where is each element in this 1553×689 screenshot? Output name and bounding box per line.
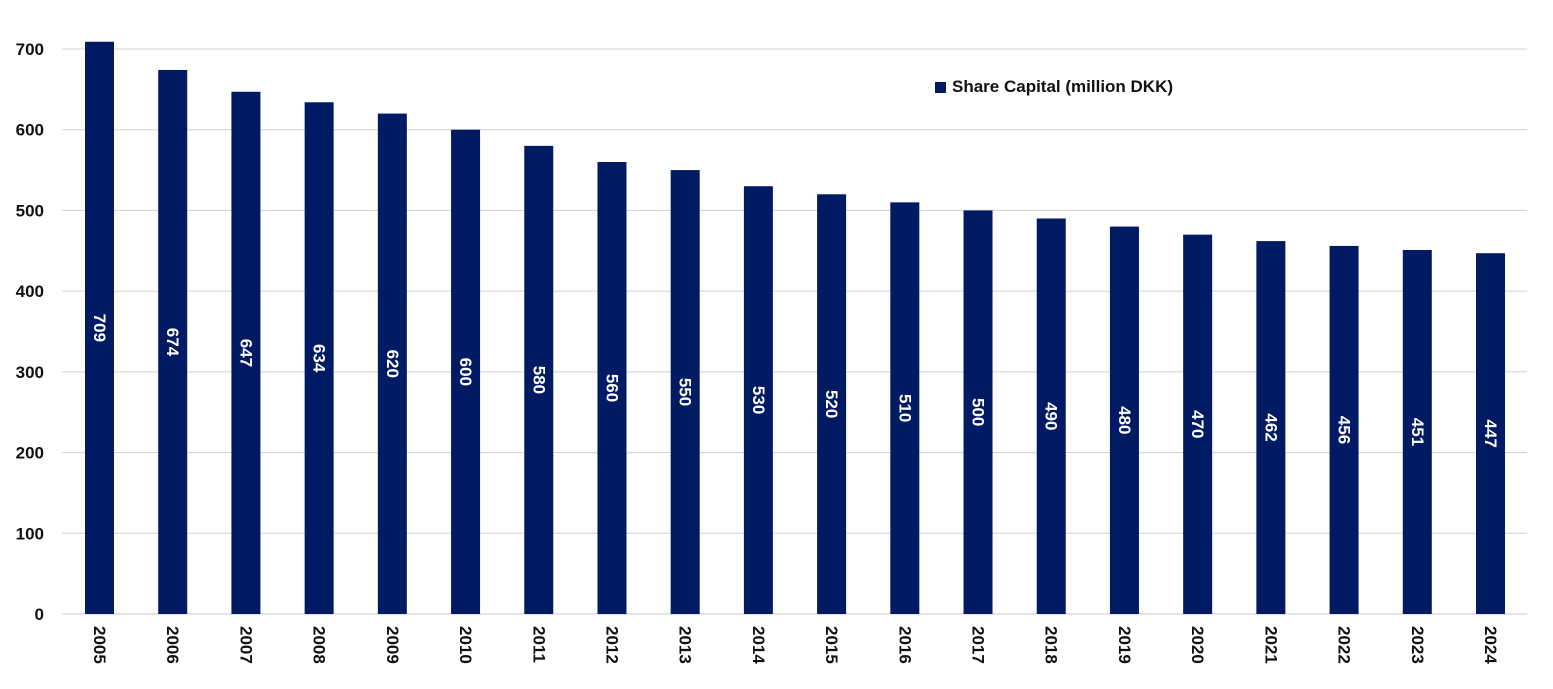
bar <box>158 69 188 614</box>
bar <box>85 41 114 614</box>
bar <box>1256 241 1286 614</box>
x-tick-label: 2019 <box>1115 626 1134 664</box>
y-tick-label: 600 <box>16 121 44 140</box>
data-labels: 709 674 647 634 620 600 580 560 550 530 520 510 500 4… <box>90 314 1500 448</box>
bar <box>1036 218 1066 614</box>
bar <box>377 113 407 615</box>
y-tick-label: 300 <box>16 363 44 382</box>
x-tick-label: 2008 <box>310 626 329 664</box>
data-label: 647 <box>236 339 255 367</box>
data-label: 674 <box>163 328 182 357</box>
data-label: 550 <box>676 378 695 406</box>
data-label: 447 <box>1481 419 1500 447</box>
bar <box>231 91 261 615</box>
x-tick-label: 2022 <box>1335 626 1354 664</box>
x-tick-label: 2007 <box>236 626 255 664</box>
bar <box>1402 249 1432 614</box>
x-tick-label: 2006 <box>163 626 182 664</box>
bar <box>1329 245 1359 614</box>
x-tick-label: 2010 <box>456 626 475 664</box>
legend-swatch <box>935 82 946 93</box>
data-label: 456 <box>1335 416 1354 444</box>
bar <box>597 162 627 614</box>
x-tick-label: 2017 <box>969 626 988 664</box>
gridlines <box>62 48 1527 534</box>
y-tick-label: 400 <box>16 282 44 301</box>
y-tick-label: 500 <box>16 201 44 220</box>
legend-label: Share Capital (million DKK) <box>952 77 1173 96</box>
x-tick-label: 2015 <box>822 626 841 664</box>
bar <box>743 186 773 614</box>
data-label: 530 <box>749 386 768 414</box>
bar <box>1183 234 1213 614</box>
x-tick-label: 2020 <box>1188 626 1207 664</box>
x-tick-label: 2024 <box>1481 626 1500 664</box>
data-label: 634 <box>310 344 329 373</box>
axes: 0 100 200 300 400 500 600 700 2005 2006 2007 2008 20… <box>16 40 1527 664</box>
bar <box>304 102 334 615</box>
bars <box>85 41 1505 615</box>
bar <box>451 129 481 614</box>
data-label: 510 <box>895 394 914 422</box>
y-tick-label: 100 <box>16 524 44 543</box>
x-tick-label: 2005 <box>90 626 109 664</box>
data-label: 500 <box>969 398 988 426</box>
x-tick-label: 2013 <box>676 626 695 664</box>
data-label: 451 <box>1408 418 1427 446</box>
x-tick-label: 2021 <box>1261 626 1280 664</box>
data-label: 620 <box>383 350 402 378</box>
data-label: 462 <box>1261 413 1280 441</box>
data-label: 520 <box>822 390 841 418</box>
x-tick-label: 2012 <box>602 626 621 664</box>
data-label: 600 <box>456 358 475 386</box>
bar <box>817 194 847 615</box>
bar <box>963 210 993 614</box>
x-tick-label: 2014 <box>749 626 768 664</box>
x-tick-label: 2011 <box>529 626 548 663</box>
y-tick-label: 700 <box>16 40 44 59</box>
legend: Share Capital (million DKK) <box>935 77 1173 96</box>
data-label: 470 <box>1188 410 1207 438</box>
data-label: 560 <box>602 374 621 402</box>
x-tick-label: 2016 <box>895 626 914 664</box>
x-tick-label: 2023 <box>1408 626 1427 664</box>
data-label: 709 <box>90 314 109 342</box>
bar <box>670 170 700 615</box>
x-tick-label: 2018 <box>1042 626 1061 664</box>
y-tick-label: 200 <box>16 444 44 463</box>
bar <box>890 202 920 614</box>
x-tick-label: 2009 <box>383 626 402 664</box>
bar <box>1476 253 1505 614</box>
bar <box>524 145 554 614</box>
data-label: 490 <box>1042 402 1061 430</box>
y-tick-label: 0 <box>35 605 44 624</box>
bar <box>1109 226 1139 615</box>
data-label: 580 <box>529 366 548 394</box>
data-label: 480 <box>1115 406 1134 434</box>
